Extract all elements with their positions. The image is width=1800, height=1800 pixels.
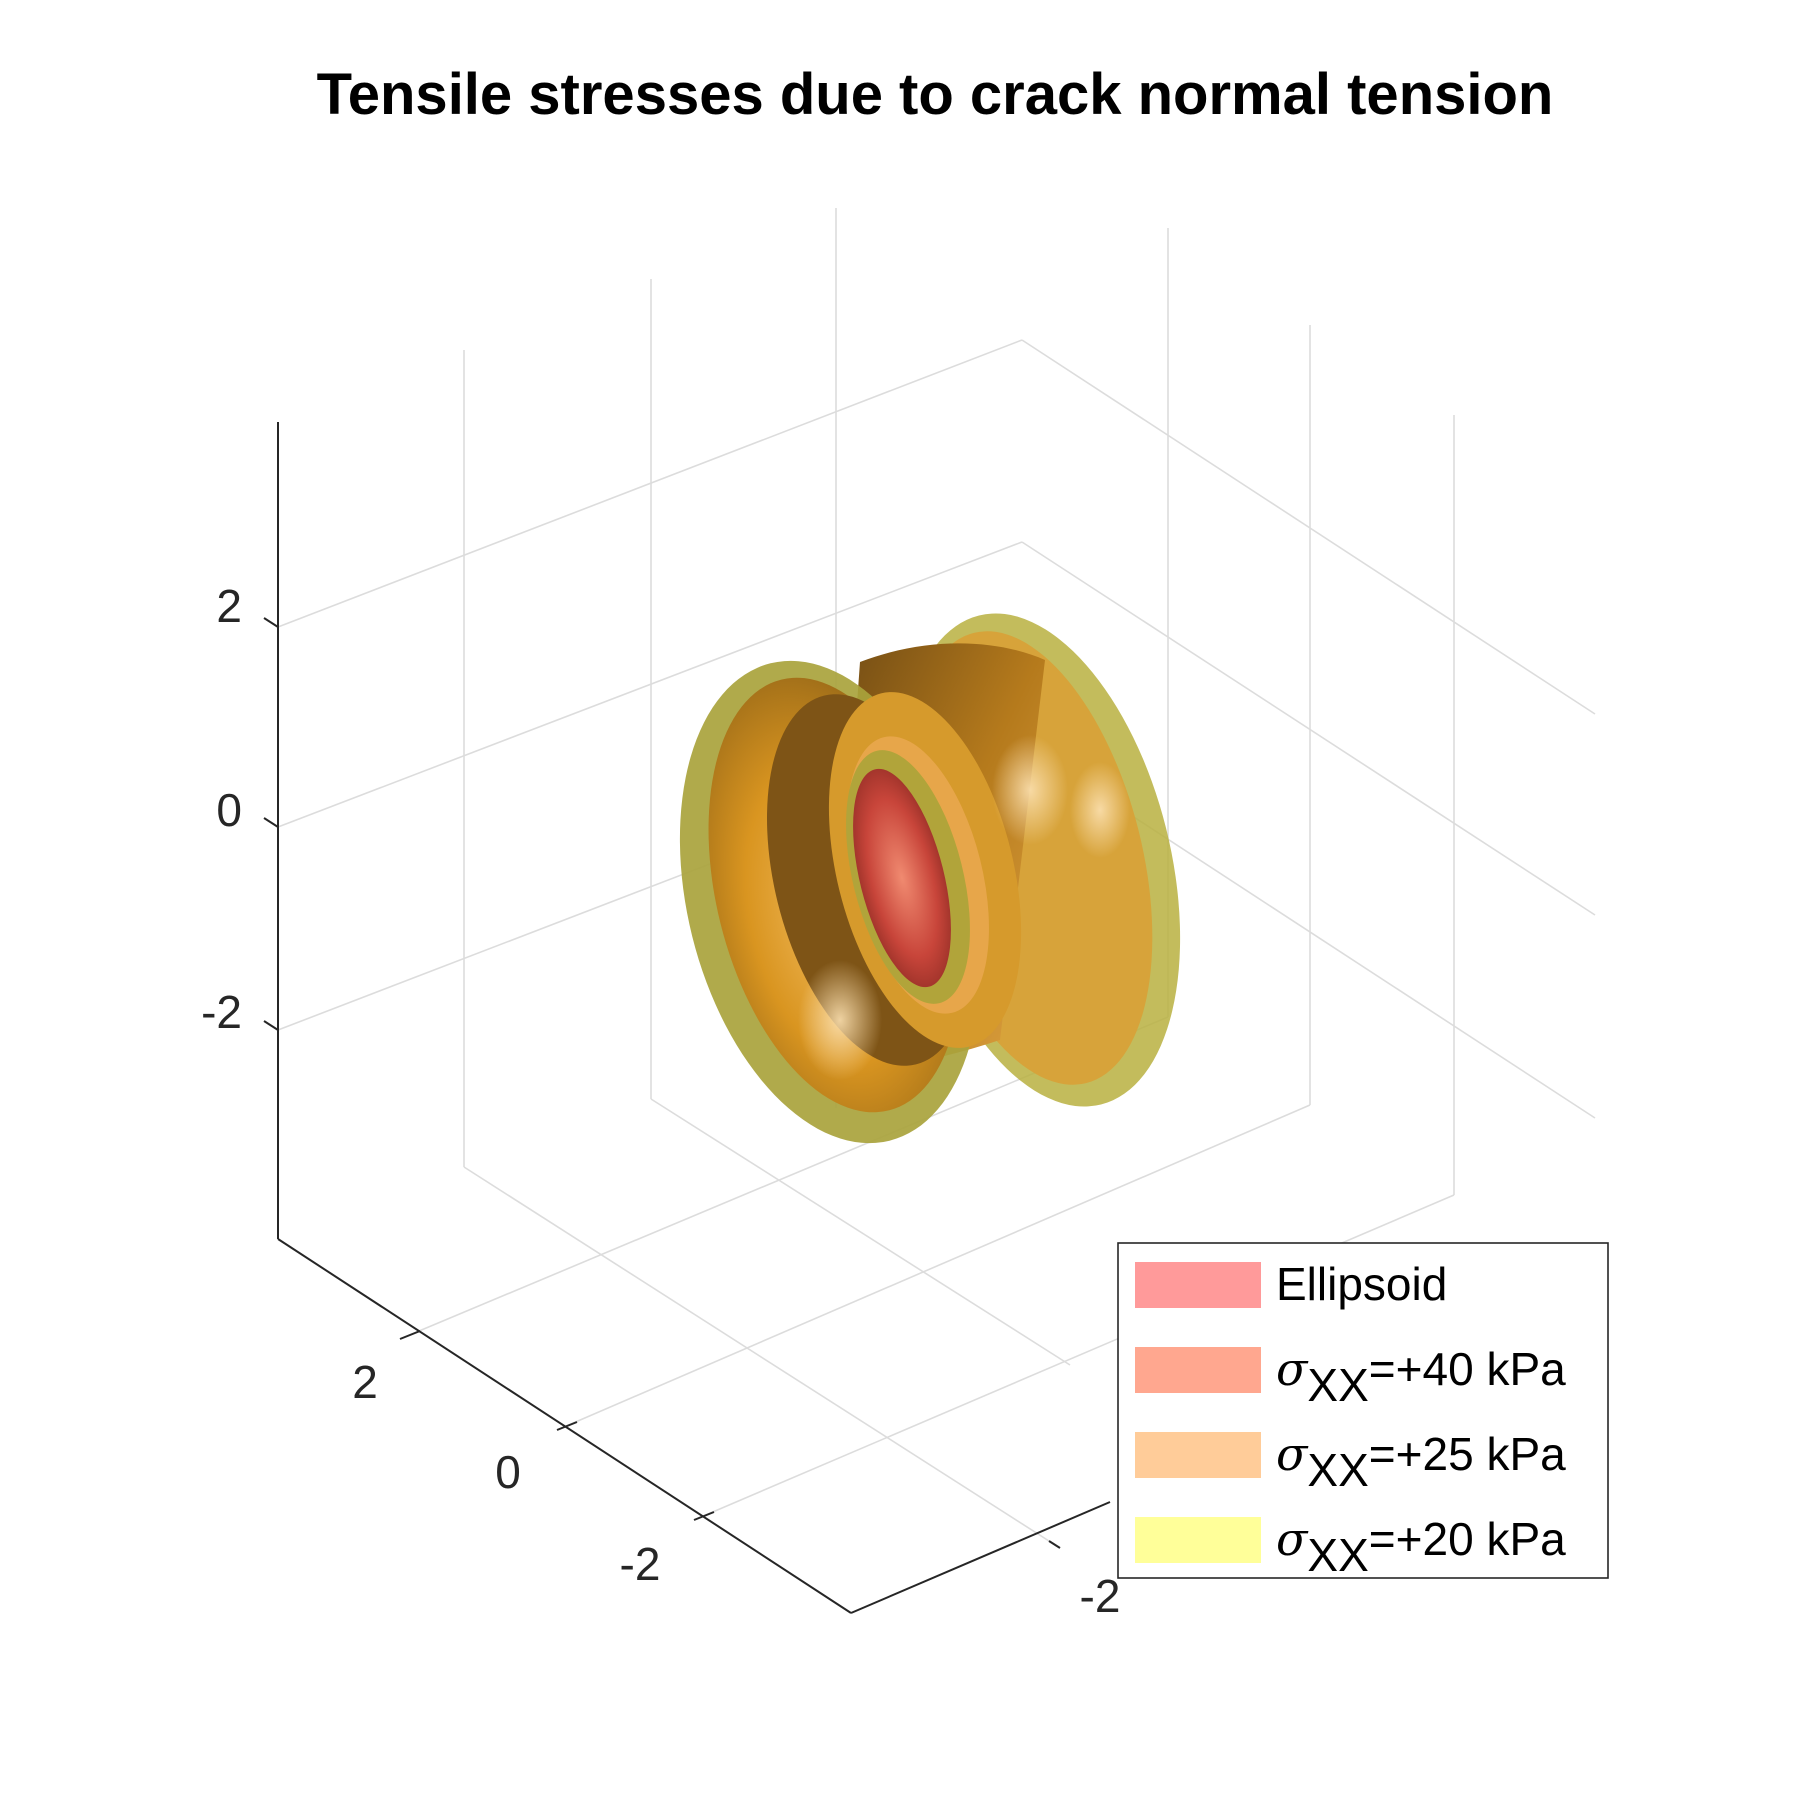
- z-tick-label: -2: [201, 986, 242, 1038]
- z-tick-label: 0: [216, 784, 242, 836]
- axes: [263, 422, 1111, 1614]
- z-tick-label: 2: [216, 580, 242, 632]
- legend-swatch: [1135, 1262, 1261, 1308]
- isosurfaces: [679, 613, 1181, 1144]
- grid-line: [463, 1166, 1050, 1542]
- grid-line: [650, 1098, 1071, 1366]
- legend-swatch: [1135, 1517, 1261, 1563]
- legend-label: σXX=+40 kPa: [1276, 1342, 1566, 1411]
- chart-title: Tensile stresses due to crack normal ten…: [317, 62, 1554, 127]
- x-tick-label: 0: [495, 1446, 521, 1498]
- legend-swatch: [1135, 1347, 1261, 1393]
- grid-line: [277, 339, 1023, 628]
- legend-label: σXX=+20 kPa: [1276, 1512, 1566, 1581]
- legend-label: σXX=+25 kPa: [1276, 1427, 1566, 1496]
- legend: Ellipsoid σXX=+40 kPa σXX=+25 kPa σXX=+20 k…: [1117, 1242, 1609, 1581]
- legend-swatch: [1135, 1432, 1261, 1478]
- legend-label: Ellipsoid: [1276, 1258, 1447, 1310]
- y-axis-line: [850, 1501, 1111, 1614]
- x-tick-label: 2: [352, 1356, 378, 1408]
- ellipsoid-core: [853, 768, 951, 988]
- x-tick-label: -2: [620, 1538, 661, 1590]
- grid-line: [1021, 541, 1596, 916]
- grid-line: [1021, 339, 1596, 715]
- y-tick-label: -2: [1080, 1570, 1121, 1622]
- tick-labels: 2 0 -2 2 0 -2 -2: [201, 580, 1120, 1622]
- grid-line: [556, 1104, 1311, 1431]
- grid-line: [277, 541, 1023, 828]
